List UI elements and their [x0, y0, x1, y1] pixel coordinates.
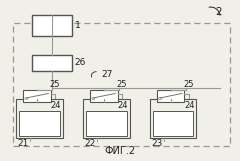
Text: 24: 24	[51, 101, 61, 110]
Bar	[86, 111, 127, 136]
Bar	[32, 15, 72, 36]
Bar	[83, 99, 130, 138]
Text: 23: 23	[151, 139, 162, 148]
Bar	[157, 90, 184, 102]
Text: 24: 24	[118, 101, 128, 110]
Bar	[23, 90, 51, 102]
Text: ФИГ.2: ФИГ.2	[104, 146, 136, 156]
Bar	[16, 99, 63, 138]
Text: 1: 1	[75, 21, 80, 30]
Text: 2: 2	[216, 7, 222, 17]
Bar	[19, 111, 60, 136]
Bar	[32, 55, 72, 71]
Text: 25: 25	[183, 80, 194, 89]
Text: 25: 25	[50, 80, 60, 89]
Bar	[90, 90, 118, 102]
Text: 21: 21	[17, 139, 29, 148]
Bar	[13, 23, 230, 146]
Text: 25: 25	[116, 80, 127, 89]
Text: 24: 24	[184, 101, 195, 110]
Bar	[153, 111, 193, 136]
Text: 26: 26	[75, 58, 86, 67]
Bar	[150, 99, 196, 138]
Text: 27: 27	[101, 70, 112, 79]
Text: 22: 22	[84, 139, 96, 148]
